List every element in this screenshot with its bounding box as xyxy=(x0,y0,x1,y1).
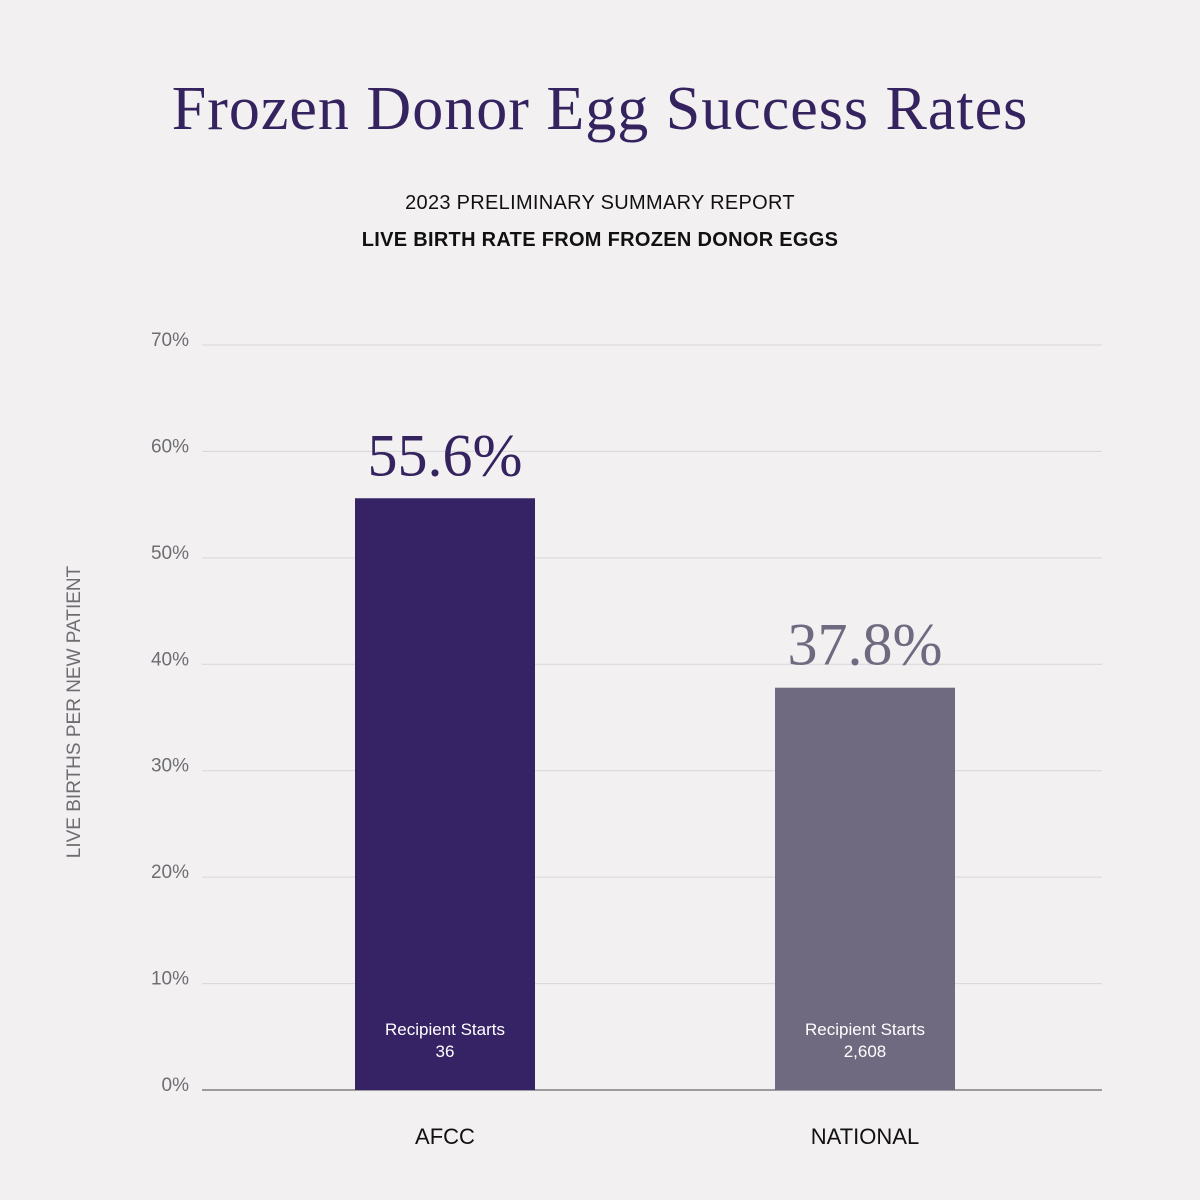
y-tick-label: 60% xyxy=(151,436,189,457)
chart-subtitle-report: 2023 PRELIMINARY SUMMARY REPORT xyxy=(405,192,795,214)
recipient-starts-label: Recipient Starts xyxy=(805,1020,925,1039)
x-tick-label: NATIONAL xyxy=(811,1124,919,1149)
recipient-starts-value: 2,608 xyxy=(844,1042,887,1061)
chart-title: Frozen Donor Egg Success Rates xyxy=(171,75,1029,143)
data-label-afcc: 55.6% xyxy=(368,422,523,488)
bar-national xyxy=(775,687,955,1090)
recipient-starts-value: 36 xyxy=(436,1042,455,1061)
y-axis-label: LIVE BIRTHS PER NEW PATIENT xyxy=(64,565,85,858)
x-tick-label: AFCC xyxy=(415,1124,475,1149)
y-tick-label: 20% xyxy=(151,862,189,883)
y-tick-label: 50% xyxy=(151,543,189,564)
y-tick-label: 40% xyxy=(151,649,189,670)
y-tick-label: 70% xyxy=(151,330,189,351)
y-tick-label: 10% xyxy=(151,969,189,990)
y-tick-label: 0% xyxy=(162,1075,190,1096)
data-label-national: 37.8% xyxy=(788,612,943,678)
recipient-starts-label: Recipient Starts xyxy=(385,1020,505,1039)
chart-subtitle-metric: LIVE BIRTH RATE FROM FROZEN DONOR EGGS xyxy=(361,229,839,251)
bar-afcc xyxy=(355,498,535,1090)
y-tick-label: 30% xyxy=(151,756,189,777)
